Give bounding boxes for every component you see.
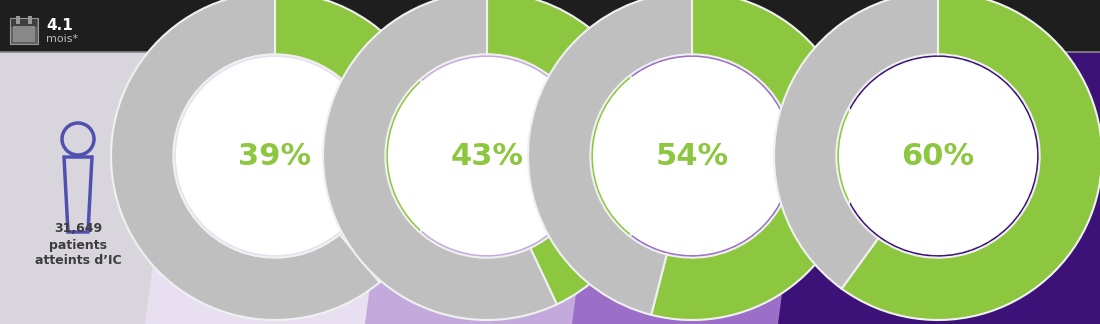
Bar: [691, 19, 717, 27]
Text: mois*: mois*: [491, 34, 524, 44]
Text: 39%: 39%: [239, 142, 311, 170]
Bar: [232, 16, 236, 24]
Text: mois*: mois*: [251, 34, 283, 44]
Bar: [10, 18, 38, 44]
Bar: [455, 18, 483, 44]
Text: 1,738/2,891: 1,738/2,891: [904, 269, 971, 279]
Text: 12,340/31,649: 12,340/31,649: [234, 269, 316, 279]
Polygon shape: [0, 52, 165, 324]
Text: 4.1: 4.1: [46, 18, 73, 33]
Circle shape: [177, 58, 373, 254]
Wedge shape: [842, 0, 1100, 320]
Wedge shape: [487, 0, 651, 304]
Text: patients: patients: [50, 238, 107, 251]
Bar: [216, 19, 242, 27]
Bar: [16, 16, 21, 24]
Bar: [696, 16, 701, 24]
Text: 2ᵉ événement d’HK: 2ᵉ événement d’HK: [422, 287, 551, 300]
Bar: [473, 16, 476, 24]
Text: mois*: mois*: [46, 34, 78, 44]
Text: mois*: mois*: [726, 34, 758, 44]
Polygon shape: [778, 52, 1100, 324]
Bar: [0, 0, 1100, 52]
Bar: [11, 19, 37, 27]
Bar: [13, 26, 35, 42]
Circle shape: [388, 58, 585, 254]
Text: 4ᵉ événement d’HK: 4ᵉ événement d’HK: [873, 287, 1002, 300]
Text: 4.6: 4.6: [726, 18, 754, 33]
Bar: [28, 16, 32, 24]
Text: 1ᵉʳ événement d’HK: 1ᵉʳ événement d’HK: [209, 287, 341, 300]
Text: 54%: 54%: [656, 142, 728, 170]
Polygon shape: [145, 52, 385, 324]
Bar: [693, 26, 715, 42]
Bar: [218, 26, 240, 42]
Polygon shape: [365, 52, 592, 324]
Text: 60%: 60%: [901, 142, 975, 170]
Text: atteints d’IC: atteints d’IC: [35, 254, 121, 268]
Text: 5,326/12,340: 5,326/12,340: [450, 269, 524, 279]
Bar: [690, 18, 718, 44]
Bar: [214, 18, 243, 44]
Text: 43%: 43%: [451, 142, 524, 170]
Bar: [456, 19, 482, 27]
Polygon shape: [572, 52, 798, 324]
Text: 31,649: 31,649: [54, 223, 102, 236]
Wedge shape: [528, 0, 692, 315]
Wedge shape: [774, 0, 938, 289]
Text: 6.2: 6.2: [251, 18, 278, 33]
Wedge shape: [111, 0, 380, 320]
Text: 5.3: 5.3: [491, 18, 518, 33]
Text: 2’891/5’326: 2’891/5’326: [659, 269, 726, 279]
Text: 3ᵉ événement d’HK: 3ᵉ événement d’HK: [628, 287, 756, 300]
Wedge shape: [275, 0, 439, 282]
Bar: [221, 16, 226, 24]
Bar: [461, 16, 465, 24]
Wedge shape: [323, 0, 557, 320]
Wedge shape: [651, 0, 856, 320]
Bar: [458, 26, 480, 42]
Circle shape: [594, 58, 791, 254]
Circle shape: [839, 58, 1036, 254]
Bar: [707, 16, 712, 24]
